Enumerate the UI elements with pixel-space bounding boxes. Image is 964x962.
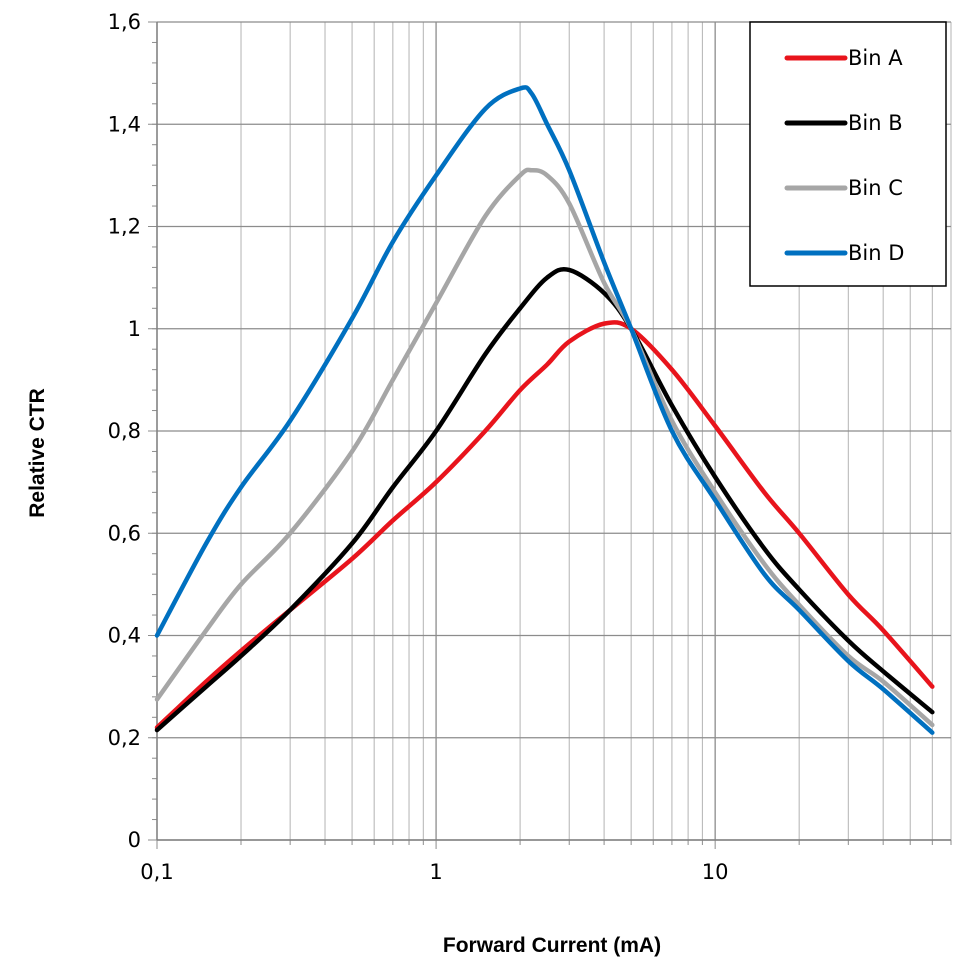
series-line-bin-d bbox=[154, 85, 935, 735]
y-tick-label: 0,2 bbox=[108, 726, 141, 750]
y-tick-label: 0 bbox=[128, 828, 141, 852]
series-lines bbox=[154, 85, 935, 735]
y-tick-label: 0,6 bbox=[108, 521, 141, 545]
x-tick-label: 0,1 bbox=[140, 860, 173, 884]
y-tick-label: 1,2 bbox=[108, 215, 141, 239]
legend-label-bin-c: Bin C bbox=[848, 176, 903, 200]
y-tick-labels: 0 0,2 0,4 0,6 0,8 1 1,2 1,4 1,6 bbox=[108, 10, 141, 852]
y-tick-label: 1,4 bbox=[108, 112, 141, 136]
axes bbox=[148, 21, 952, 849]
series-line-bin-a bbox=[154, 320, 935, 730]
legend: Bin A Bin B Bin C Bin D bbox=[749, 21, 947, 287]
series-line-bin-b bbox=[154, 266, 935, 733]
legend-label-bin-a: Bin A bbox=[848, 46, 903, 70]
y-tick-label: 0,8 bbox=[108, 419, 141, 443]
legend-label-bin-d: Bin D bbox=[848, 241, 904, 265]
legend-label-bin-b: Bin B bbox=[848, 111, 903, 135]
x-tick-label: 1 bbox=[429, 860, 442, 884]
x-tick-label: 10 bbox=[702, 860, 729, 884]
y-axis-title: Relative CTR bbox=[26, 388, 49, 518]
x-axis-title: Forward Current (mA) bbox=[443, 934, 661, 957]
legend-box bbox=[749, 21, 947, 287]
x-tick-labels: 0,1 1 10 bbox=[140, 860, 728, 884]
series-line-bin-c bbox=[154, 167, 935, 728]
y-tick-label: 0,4 bbox=[108, 624, 141, 648]
y-tick-label: 1,6 bbox=[108, 10, 141, 34]
y-tick-label: 1 bbox=[128, 317, 141, 341]
